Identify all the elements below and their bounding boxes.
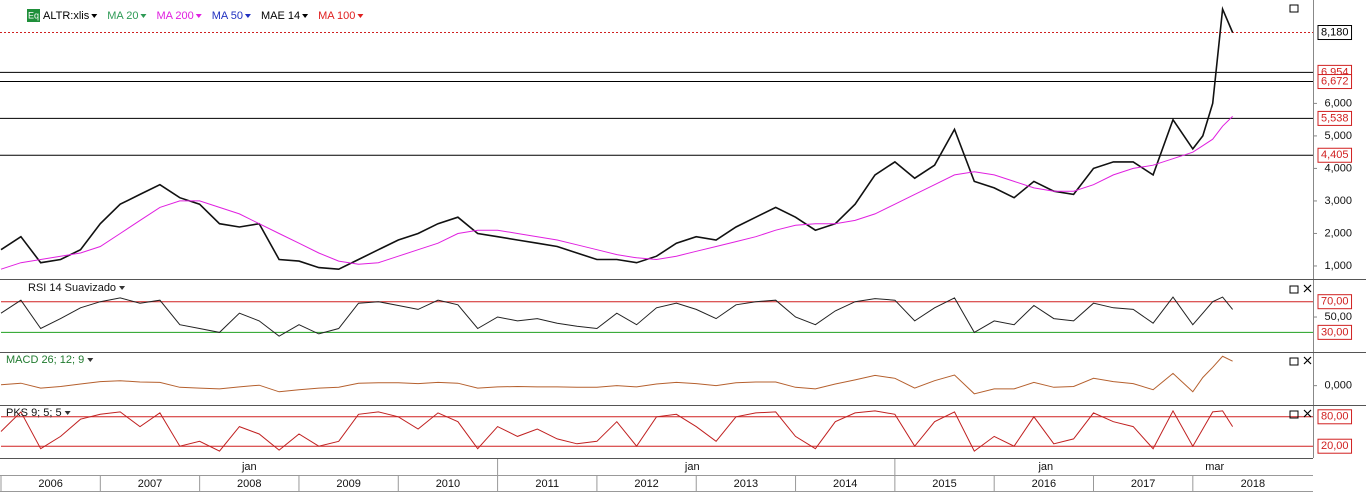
x-tick-label: 2009	[336, 478, 360, 490]
y-tick-label: 4,000	[1324, 162, 1352, 174]
x-tick-label: 2014	[833, 478, 857, 490]
panel-title: PKS 9; 5; 5	[6, 407, 62, 419]
x-tick-label: 2007	[138, 478, 162, 490]
x-tick-label: 2011	[535, 478, 559, 490]
y-tick-label-box	[1317, 324, 1353, 340]
legend-item: MA 20	[107, 10, 138, 22]
x-tick-label: 2012	[634, 478, 658, 490]
legend-item: MA 200	[156, 10, 193, 22]
legend-item: MA 50	[212, 10, 243, 22]
maximize-icon	[1289, 4, 1299, 13]
dropdown-arrow	[140, 14, 147, 18]
y-tick-label: 1,000	[1324, 260, 1352, 272]
dropdown-arrow	[357, 14, 364, 18]
series-line	[0, 296, 1233, 337]
x-tick-label: 2008	[237, 478, 261, 490]
close-icon	[1303, 356, 1312, 365]
close-icon	[1303, 409, 1312, 418]
x2-tick-label: jan	[1037, 461, 1053, 473]
legend-item: ALTR:xlis	[43, 10, 90, 22]
series-line	[0, 5, 1234, 271]
maximize-icon	[1289, 357, 1299, 366]
price-level-label: 4,405	[1321, 149, 1349, 161]
y-tick-label: 80,00	[1321, 411, 1349, 423]
last-price-label: 8,180	[1321, 26, 1349, 38]
y-tick-label: 0,000	[1324, 380, 1352, 392]
maximize-icon	[1289, 285, 1299, 294]
x-tick-label: 2018	[1241, 478, 1265, 490]
price-level-label: 6,672	[1321, 75, 1349, 87]
y-tick-label: 30,00	[1321, 326, 1349, 338]
legend-item: MA 100	[318, 10, 355, 22]
y-tick-label: 20,00	[1321, 440, 1349, 452]
badge-bg	[27, 9, 40, 22]
dropdown-arrow	[195, 14, 202, 18]
last-price-label-box	[1317, 25, 1353, 41]
price-level-label: 5,538	[1321, 112, 1349, 124]
series-line	[0, 409, 1234, 452]
panel-title: MACD 26; 12; 9	[6, 354, 84, 366]
dropdown-arrow	[244, 14, 251, 18]
close-icon	[1303, 284, 1312, 293]
dropdown-arrow	[87, 358, 94, 362]
x2-tick-label: mar	[1205, 461, 1224, 473]
dropdown-arrow	[91, 14, 98, 18]
y-tick-label: 5,000	[1324, 130, 1352, 142]
x-tick-label: 2006	[38, 478, 62, 490]
x-tick-label: 2016	[1032, 478, 1056, 490]
y-tick-label: 50,00	[1324, 311, 1352, 323]
y-tick-label-box	[1317, 409, 1353, 425]
x-tick-label: 2010	[436, 478, 460, 490]
series-line	[0, 116, 1233, 270]
dropdown-arrow	[119, 286, 126, 290]
badge: Eq	[28, 10, 39, 20]
x2-tick-label: jan	[241, 461, 257, 473]
legend-item: MAE 14	[261, 10, 300, 22]
price-level-label-box	[1317, 74, 1353, 90]
price-level-label-box	[1317, 110, 1353, 126]
dropdown-arrow	[302, 14, 309, 18]
series-line	[0, 355, 1233, 395]
x-tick-label: 2013	[734, 478, 758, 490]
x2-tick-label: jan	[684, 461, 700, 473]
dropdown-arrow	[64, 411, 71, 415]
y-tick-label: 3,000	[1324, 195, 1352, 207]
x-tick-label: 2015	[932, 478, 956, 490]
y-tick-label-box	[1317, 438, 1353, 454]
y-tick-label-box	[1317, 294, 1353, 310]
panel-title: RSI 14 Suavizado	[28, 282, 116, 294]
maximize-icon	[1289, 410, 1299, 419]
price-level-label-box	[1317, 147, 1353, 163]
y-tick-label: 6,000	[1324, 97, 1352, 109]
y-tick-label: 70,00	[1321, 296, 1349, 308]
y-tick-label: 2,000	[1324, 227, 1352, 239]
x-tick-label: 2017	[1131, 478, 1155, 490]
